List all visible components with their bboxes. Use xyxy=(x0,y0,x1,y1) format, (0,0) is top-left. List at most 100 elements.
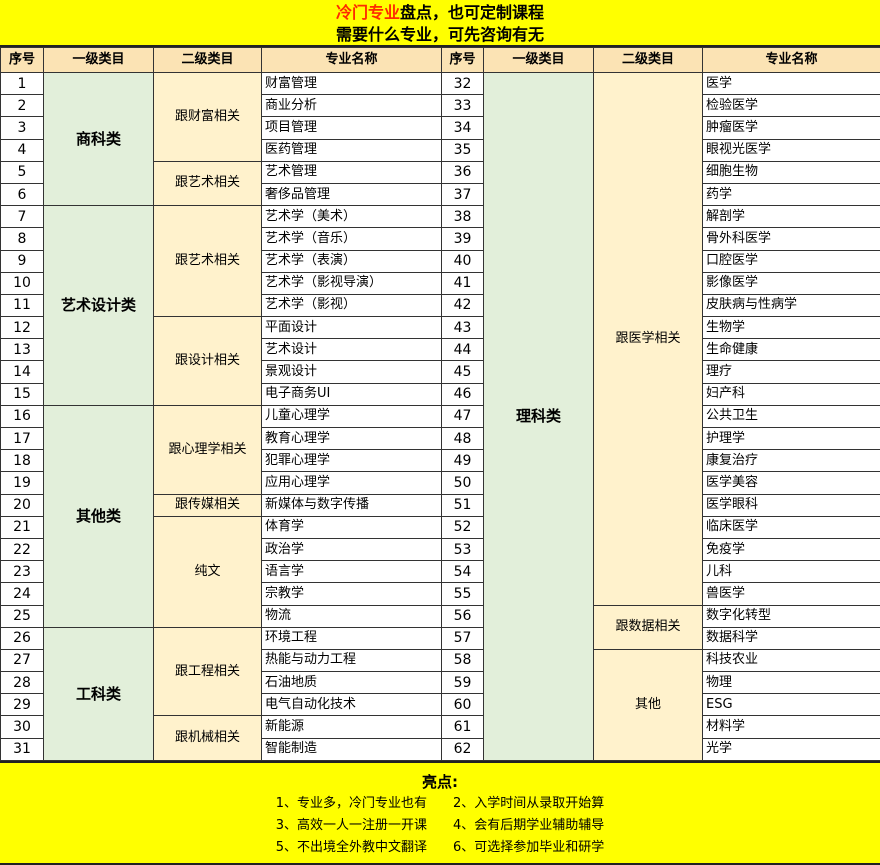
table-row: 1 商科类 跟财富相关 财富管理 32 理科类 跟医学相关 医学 xyxy=(0,71,880,761)
row-number: 25 xyxy=(0,604,44,628)
highlight-item: 5、不出境全外教中文翻译 xyxy=(275,839,427,855)
table-row: 17 教育心理学 48 护理学 xyxy=(0,426,880,451)
row-number: 52 xyxy=(441,515,484,539)
highlights-list: 1、专业多，冷门专业也有 2、入学时间从录取开始算 3、高效一人一注册一开课 4、会有… xyxy=(0,793,880,859)
table-row: 24 宗教学 55 兽医学 xyxy=(0,582,880,606)
row-number: 14 xyxy=(0,360,44,384)
row-number: 55 xyxy=(441,582,484,606)
major-name: 妇产科 xyxy=(702,382,880,406)
major-name: 艺术学（音乐） xyxy=(261,227,442,251)
row-number: 56 xyxy=(441,604,484,628)
major-name: 生命健康 xyxy=(702,338,880,362)
table-row: 28 石油地质 59 物理 xyxy=(0,671,880,695)
secondary-category: 跟机械相关 xyxy=(153,715,262,761)
major-name: 政治学 xyxy=(261,537,442,562)
page-subtitle: 需要什么专业，可先咨询有无 xyxy=(335,25,544,44)
major-name: 新媒体与数字传播 xyxy=(261,493,442,517)
major-name: 免疫学 xyxy=(702,537,880,562)
row-number: 34 xyxy=(441,116,484,140)
major-name: 电子商务UI xyxy=(261,382,442,406)
majors-table: 序号 一级类目 二级类目 专业名称 序号 一级类目 二级类目 专业名称 1 商科类 跟财富相关 财富… xyxy=(0,47,880,761)
major-name: 艺术管理 xyxy=(261,160,442,184)
row-number: 16 xyxy=(0,404,44,429)
major-name: 艺术学（美术） xyxy=(261,205,442,229)
major-name: 物理 xyxy=(702,671,880,695)
row-number: 30 xyxy=(0,715,44,739)
highlight-item: 4、会有后期学业辅助辅导 xyxy=(453,817,605,833)
row-number: 45 xyxy=(441,360,484,384)
highlight-item: 6、可选择参加毕业和研学 xyxy=(453,839,605,855)
major-name: 语言学 xyxy=(261,560,442,584)
table-row: 30 跟机械相关 新能源 61 材料学 xyxy=(0,715,880,761)
major-name: ESG xyxy=(702,693,880,717)
major-name: 物流 xyxy=(261,604,442,628)
row-number: 40 xyxy=(441,249,484,273)
row-number: 53 xyxy=(441,537,484,562)
row-number: 37 xyxy=(441,182,484,207)
secondary-category: 跟数据相关 xyxy=(593,604,703,650)
major-name: 护理学 xyxy=(702,426,880,451)
major-name: 石油地质 xyxy=(261,671,442,695)
row-number: 20 xyxy=(0,493,44,517)
row-number: 59 xyxy=(441,671,484,695)
major-name: 艺术学（影视导演） xyxy=(261,271,442,295)
table-row: 21 纯文 体育学 52 临床医学 xyxy=(0,515,880,628)
major-name: 解剖学 xyxy=(702,205,880,229)
primary-category: 其他类 xyxy=(43,404,154,628)
row-number: 29 xyxy=(0,693,44,717)
major-name: 兽医学 xyxy=(702,582,880,606)
table-row: 3 项目管理 34 肿瘤医学 xyxy=(0,116,880,140)
major-name: 新能源 xyxy=(261,715,442,739)
major-name: 眼视光医学 xyxy=(702,138,880,162)
major-name: 医学 xyxy=(702,71,880,96)
row-number: 8 xyxy=(0,227,44,251)
secondary-category: 跟医学相关 xyxy=(593,72,703,606)
secondary-category: 跟设计相关 xyxy=(153,316,262,406)
major-name: 康复治疗 xyxy=(702,449,880,473)
row-number: 33 xyxy=(441,94,484,118)
row-number: 47 xyxy=(441,404,484,429)
table-row: 16 其他类 跟心理学相关 儿童心理学 47 公共卫生 xyxy=(0,404,880,628)
major-name: 智能制造 xyxy=(261,737,442,761)
table-row: 29 电气自动化技术 60 ESG xyxy=(0,693,880,717)
table-row: 4 医药管理 35 眼视光医学 xyxy=(0,138,880,162)
primary-category: 商科类 xyxy=(43,71,154,207)
row-number: 5 xyxy=(0,160,44,184)
row-number: 61 xyxy=(441,715,484,739)
major-name: 犯罪心理学 xyxy=(261,449,442,473)
row-number: 23 xyxy=(0,560,44,584)
row-number: 41 xyxy=(441,271,484,295)
highlight-item: 3、高效一人一注册一开课 xyxy=(275,817,427,833)
major-name: 艺术设计 xyxy=(261,338,442,362)
table-row: 7 艺术设计类 跟艺术相关 艺术学（美术） 38 解剖学 xyxy=(0,205,880,406)
title-banner: 冷门专业盘点，也可定制课程 需要什么专业，可先咨询有无 xyxy=(0,0,880,47)
highlights-panel: 亮点: 1、专业多，冷门专业也有 2、入学时间从录取开始算 3、高效一人一注册一开课… xyxy=(0,760,880,865)
primary-category: 艺术设计类 xyxy=(43,205,154,406)
secondary-category: 其他 xyxy=(593,648,703,761)
column-header: 一级类目 xyxy=(43,47,154,73)
major-name: 数字化转型 xyxy=(702,604,880,628)
major-name: 影像医学 xyxy=(702,271,880,295)
row-number: 11 xyxy=(0,293,44,318)
major-name: 体育学 xyxy=(261,515,442,539)
column-header: 序号 xyxy=(441,47,484,73)
table-row: 18 犯罪心理学 49 康复治疗 xyxy=(0,449,880,473)
highlight-item: 2、入学时间从录取开始算 xyxy=(453,795,605,811)
row-number: 49 xyxy=(441,449,484,473)
row-number: 17 xyxy=(0,426,44,451)
primary-category: 理科类 xyxy=(483,72,594,761)
major-name: 项目管理 xyxy=(261,116,442,140)
major-name: 医学美容 xyxy=(702,471,880,495)
major-name: 检验医学 xyxy=(702,94,880,118)
major-name: 理疗 xyxy=(702,360,880,384)
row-number: 44 xyxy=(441,338,484,362)
row-number: 51 xyxy=(441,493,484,517)
row-number: 26 xyxy=(0,626,44,650)
major-name: 电气自动化技术 xyxy=(261,693,442,717)
table-row: 12 跟设计相关 平面设计 43 生物学 xyxy=(0,316,880,406)
secondary-category: 跟传媒相关 xyxy=(153,493,262,517)
row-number: 31 xyxy=(0,737,44,761)
major-name: 儿科 xyxy=(702,560,880,584)
table-row: 10 艺术学（影视导演） 41 影像医学 xyxy=(0,271,880,295)
column-header: 二级类目 xyxy=(153,47,262,73)
